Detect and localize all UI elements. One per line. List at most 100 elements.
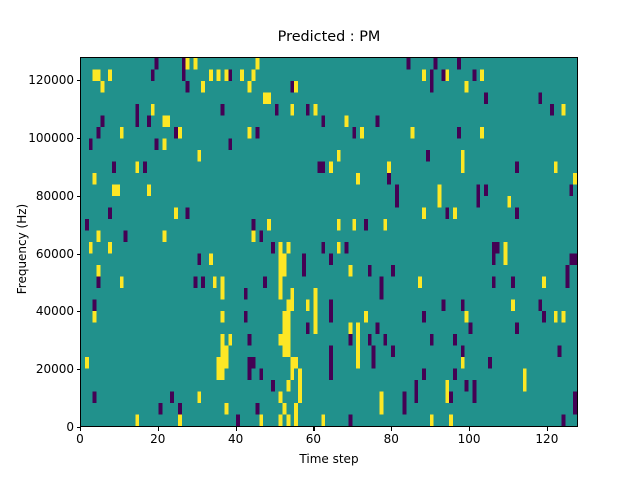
heatmap-cell xyxy=(329,253,333,265)
heatmap-cell xyxy=(143,161,147,173)
heatmap-cell xyxy=(429,414,434,426)
heatmap-cell xyxy=(329,161,333,173)
heatmap-cell xyxy=(317,161,322,173)
heatmap-cell xyxy=(251,357,256,369)
heatmap-cell xyxy=(112,184,116,196)
heatmap-cell xyxy=(573,403,577,415)
heatmap-cell xyxy=(274,104,279,116)
heatmap-cell xyxy=(453,207,457,219)
heatmap-cell xyxy=(305,322,310,334)
heatmap-cell xyxy=(561,414,566,426)
heatmap-cell xyxy=(228,69,233,81)
heatmap-cell xyxy=(464,311,469,323)
heatmap-cell xyxy=(371,357,376,369)
heatmap-cell xyxy=(422,69,426,81)
heatmap-cell xyxy=(360,127,364,139)
heatmap-cell xyxy=(449,391,453,403)
heatmap-cell xyxy=(460,150,465,162)
heatmap-cell xyxy=(282,253,287,265)
heatmap-cell xyxy=(503,242,508,254)
heatmap-cell xyxy=(119,127,124,139)
heatmap-cell xyxy=(460,161,465,173)
y-tick-mark xyxy=(76,137,80,140)
heatmap-cell xyxy=(228,334,233,346)
plot-title: Predicted : PM xyxy=(277,29,381,45)
heatmap-cell xyxy=(177,414,182,426)
heatmap-cell xyxy=(278,265,283,277)
heatmap-cell xyxy=(201,81,205,93)
heatmap-cell xyxy=(449,414,453,426)
x-tick-mark xyxy=(546,427,548,431)
heatmap-cell xyxy=(515,322,519,334)
heatmap-cell xyxy=(379,391,384,403)
heatmap-cell xyxy=(177,403,182,415)
heatmap-cell xyxy=(286,380,291,392)
heatmap-cell xyxy=(313,104,318,116)
heatmap-cell xyxy=(197,253,202,265)
heatmap-cell xyxy=(379,276,384,288)
heatmap-cell xyxy=(166,115,171,127)
heatmap-cell xyxy=(445,69,450,81)
heatmap-cell xyxy=(162,230,167,242)
heatmap-cell xyxy=(112,161,116,173)
heatmap-cell xyxy=(565,276,570,288)
heatmap-cell xyxy=(150,69,155,81)
heatmap-cell xyxy=(278,276,283,288)
heatmap-cell xyxy=(468,322,473,334)
heatmap-cell xyxy=(321,115,326,127)
heatmap-cell xyxy=(286,299,291,311)
heatmap-cell xyxy=(247,81,252,93)
heatmap-cell xyxy=(352,219,357,231)
heatmap-cell xyxy=(220,357,225,369)
heatmap-cell xyxy=(313,311,318,323)
heatmap-cell xyxy=(321,161,326,173)
heatmap-cell xyxy=(348,265,353,277)
heatmap-cell xyxy=(503,253,508,265)
heatmap-cell xyxy=(278,242,283,254)
heatmap-cell xyxy=(460,345,465,357)
heatmap-cell xyxy=(371,345,376,357)
heatmap-cell xyxy=(363,219,368,231)
heatmap-cell xyxy=(298,380,302,392)
heatmap-cell xyxy=(216,368,221,380)
heatmap-cell xyxy=(201,276,205,288)
heatmap-cell xyxy=(92,173,97,185)
heatmap-cell xyxy=(259,368,264,380)
heatmap-cell xyxy=(255,58,260,70)
heatmap-cell xyxy=(119,276,124,288)
y-axis-label: Frequency (Hz) xyxy=(15,203,29,295)
heatmap-cell xyxy=(437,196,442,208)
heatmap-cell xyxy=(391,265,395,277)
heatmap-cell xyxy=(224,403,229,415)
heatmap-cell xyxy=(294,414,298,426)
heatmap-cell xyxy=(181,69,186,81)
x-tick-label: 60 xyxy=(305,432,322,446)
heatmap-cell xyxy=(162,138,167,150)
heatmap-cell xyxy=(549,104,554,116)
y-tick-label: 20000 xyxy=(35,362,74,377)
heatmap-cell xyxy=(429,81,434,93)
heatmap-cell xyxy=(344,115,349,127)
heatmap-cell xyxy=(243,288,248,300)
y-tick-mark xyxy=(76,427,80,429)
heatmap-cell xyxy=(321,414,326,426)
heatmap-cell xyxy=(348,414,353,426)
heatmap-cell xyxy=(224,69,229,81)
heatmap-cell xyxy=(220,276,225,288)
heatmap-cell xyxy=(329,368,333,380)
heatmap-cell xyxy=(247,357,252,369)
heatmap-cell xyxy=(402,403,407,415)
heatmap-cell xyxy=(290,357,295,369)
heatmap-cell xyxy=(487,357,492,369)
heatmap-cell xyxy=(511,299,515,311)
heatmap-cell xyxy=(313,322,318,334)
heatmap-cell xyxy=(480,127,484,139)
heatmap-cell xyxy=(476,184,481,196)
heatmap-cell xyxy=(329,311,333,323)
y-tick-mark xyxy=(76,369,80,371)
heatmap-cell xyxy=(290,368,295,380)
heatmap-cell xyxy=(208,69,213,81)
heatmap-cell xyxy=(387,161,391,173)
heatmap-cell xyxy=(154,58,159,70)
